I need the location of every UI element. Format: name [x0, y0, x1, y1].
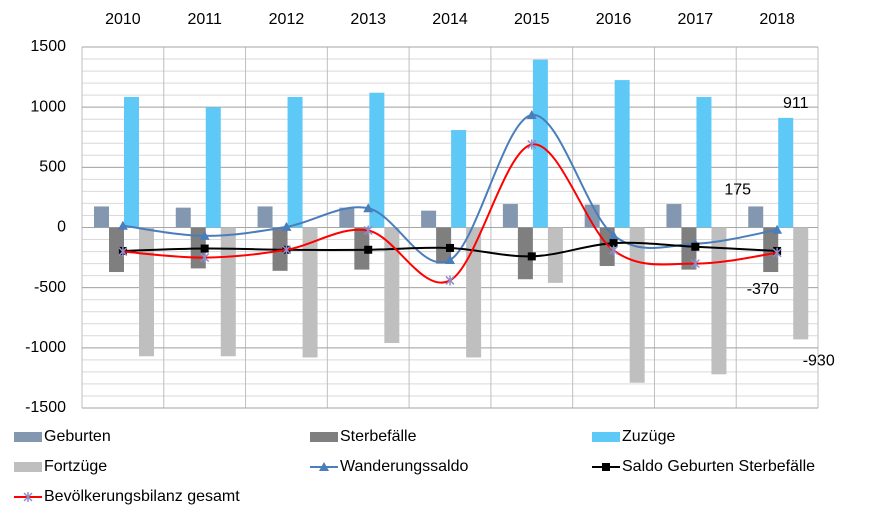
x-tick-label: 2011	[187, 11, 222, 28]
x-tick-label: 2010	[105, 11, 141, 28]
line-marker	[526, 109, 537, 119]
bar	[547, 227, 563, 283]
bar	[109, 227, 124, 273]
line-marker	[445, 275, 455, 286]
y-tick-label: -500	[34, 279, 66, 296]
line-marker	[527, 252, 536, 261]
bar	[666, 204, 682, 228]
line-marker	[691, 242, 700, 251]
bar	[257, 206, 273, 228]
legend-marker	[319, 462, 329, 471]
legend-marker	[602, 463, 610, 471]
y-tick-label: -1500	[25, 399, 66, 416]
bar	[451, 130, 467, 228]
line-marker	[363, 203, 374, 213]
legend-label: Zuzüge	[622, 428, 675, 445]
bar	[614, 80, 630, 228]
x-tick-label: 2018	[759, 11, 795, 28]
line-marker	[199, 230, 210, 240]
x-tick-label: 2017	[678, 11, 714, 28]
legend-marker	[23, 492, 33, 502]
legend-label: Wanderungssaldo	[340, 458, 468, 475]
line-marker	[690, 258, 700, 269]
bar	[287, 96, 303, 228]
bar	[466, 227, 482, 358]
line-marker	[527, 139, 537, 150]
line-marker	[117, 220, 128, 230]
legend-label: Geburten	[44, 428, 111, 445]
legend-swatch	[14, 432, 42, 442]
data-label: 911	[783, 95, 809, 112]
line-marker	[363, 225, 373, 236]
bar	[384, 227, 400, 344]
y-tick-label: 500	[39, 159, 66, 176]
bar	[220, 227, 236, 357]
bar	[778, 117, 794, 228]
line	[122, 113, 778, 264]
line-marker	[609, 239, 618, 248]
line-marker	[609, 245, 619, 256]
x-tick-label: 2012	[269, 11, 305, 28]
y-tick-label: 0	[57, 219, 66, 236]
line-marker	[772, 247, 782, 258]
x-tick-label: 2016	[596, 11, 632, 28]
bar	[748, 206, 764, 228]
line-marker	[445, 254, 455, 264]
legend-label: Bevölkerungsbilanz gesamt	[44, 488, 240, 505]
bar	[139, 227, 154, 357]
y-tick-label: -1000	[25, 339, 66, 356]
data-label: 175	[724, 182, 751, 199]
legend-swatch	[310, 432, 338, 442]
line-marker	[446, 243, 454, 252]
bar	[94, 206, 109, 228]
data-label: -930	[803, 353, 835, 370]
y-tick-label: 1000	[30, 98, 66, 115]
bar	[175, 207, 191, 228]
bar	[124, 96, 139, 228]
legend-swatch	[14, 462, 42, 472]
x-tick-label: 2014	[432, 11, 468, 28]
line-marker	[772, 224, 783, 234]
bar	[421, 210, 437, 228]
bar	[793, 227, 809, 340]
x-tick-label: 2013	[350, 11, 386, 28]
y-tick-label: 1500	[30, 38, 66, 55]
line-marker	[281, 244, 291, 255]
bar	[436, 227, 452, 264]
bar	[369, 92, 385, 228]
bar	[502, 204, 518, 228]
bar	[711, 227, 727, 375]
bar	[302, 227, 318, 358]
bar	[517, 227, 533, 280]
bar	[629, 227, 645, 383]
bar	[205, 107, 221, 228]
line-marker	[364, 245, 373, 254]
bar	[354, 227, 370, 270]
line	[122, 143, 778, 284]
line-marker	[281, 221, 292, 231]
line-marker	[200, 252, 210, 263]
legend-label: Sterbefälle	[340, 428, 417, 445]
bar	[532, 59, 548, 228]
line-marker	[118, 246, 128, 257]
x-tick-label: 2015	[514, 11, 550, 28]
legend-label: Saldo Geburten Sterbefälle	[622, 458, 815, 475]
bar	[696, 96, 712, 228]
legend-label: Fortzüge	[44, 458, 107, 475]
bar	[681, 227, 697, 270]
legend-swatch	[592, 432, 620, 442]
bar	[339, 207, 355, 228]
data-label: -370	[747, 281, 779, 298]
line-marker	[200, 244, 209, 253]
line-marker	[608, 230, 619, 240]
